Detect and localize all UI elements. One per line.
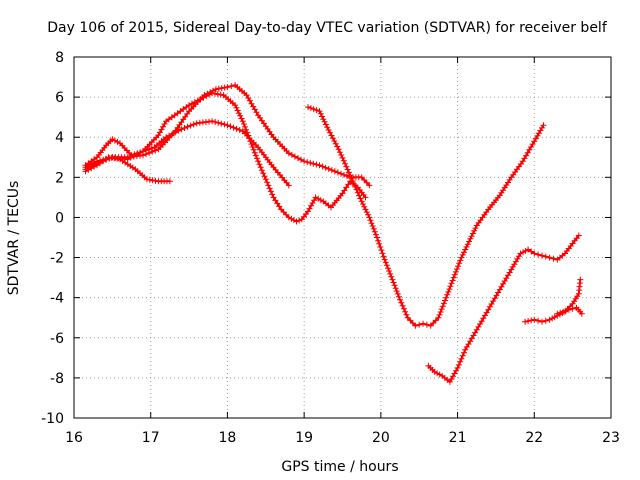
series-5-markers xyxy=(305,104,547,329)
y-tick-label: 4 xyxy=(55,130,64,146)
series-layer xyxy=(82,82,585,385)
x-tick-labels: 16 17 18 19 20 21 22 23 xyxy=(65,430,620,446)
y-tick-label: 6 xyxy=(55,90,64,106)
series-5 xyxy=(305,104,547,329)
y-tick-label: 0 xyxy=(55,210,64,226)
y-tick-label: -2 xyxy=(50,251,64,267)
y-tick-label: 8 xyxy=(55,50,64,66)
x-axis-label: GPS time / hours xyxy=(281,459,398,475)
chart-title: Day 106 of 2015, Sidereal Day-to-day VTE… xyxy=(47,20,608,36)
x-tick-label: 20 xyxy=(372,430,390,446)
y-tick-labels: -10 -8 -6 -4 -2 0 2 4 6 8 xyxy=(41,50,64,427)
x-tick-label: 16 xyxy=(65,430,83,446)
y-tick-label: -8 xyxy=(50,371,64,387)
x-tick-label: 21 xyxy=(449,430,467,446)
plot-frame xyxy=(73,56,612,419)
series-4-markers xyxy=(82,82,373,189)
y-tick-label: -6 xyxy=(50,331,64,347)
x-tick-label: 17 xyxy=(142,430,160,446)
x-tick-label: 19 xyxy=(295,430,313,446)
y-tick-label: 2 xyxy=(55,170,64,186)
x-tick-label: 22 xyxy=(525,430,543,446)
series-8 xyxy=(554,304,585,317)
grid xyxy=(74,57,611,418)
y-axis-label: SDTVAR / TECUs xyxy=(6,181,22,296)
series-8-markers xyxy=(554,304,585,317)
y-tick-label: -10 xyxy=(41,411,64,427)
y-tick-label: -4 xyxy=(50,291,64,307)
x-tick-label: 18 xyxy=(219,430,237,446)
series-6 xyxy=(425,232,582,385)
series-6-markers xyxy=(425,232,582,385)
x-tick-label: 23 xyxy=(602,430,620,446)
series-4 xyxy=(82,82,373,189)
